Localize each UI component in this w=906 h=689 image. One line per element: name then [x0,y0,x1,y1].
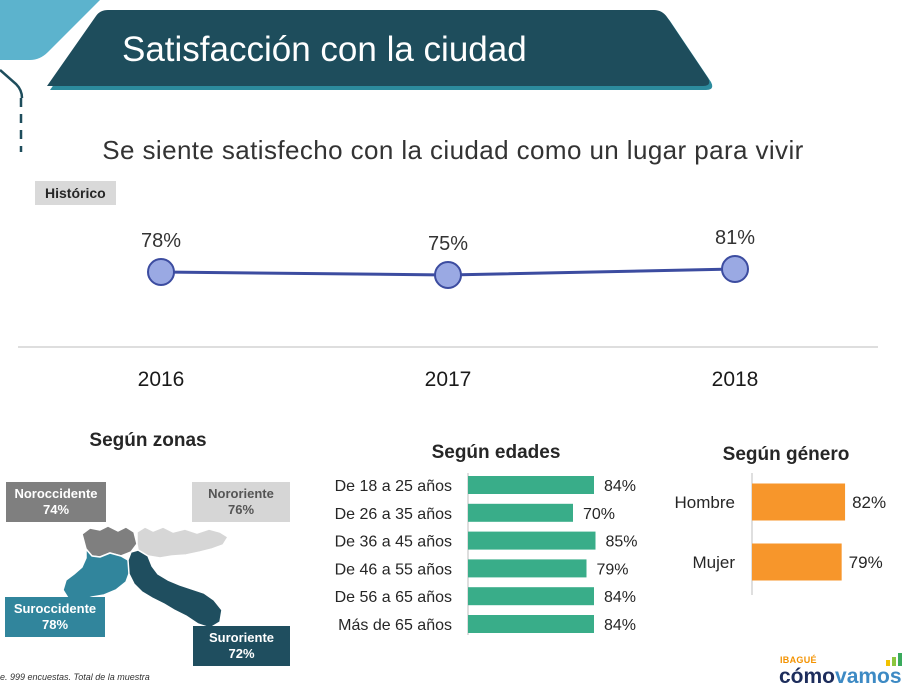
zones-chart-title: Según zonas [89,430,207,451]
x-tick-label: 2016 [138,368,185,391]
data-point [434,261,462,289]
data-label: 78% [141,230,181,252]
category-label: Mujer [692,553,735,572]
x-tick-label: 2018 [712,368,759,391]
data-point [147,258,175,286]
category-label: Hombre [675,493,735,512]
category-label: De 36 a 45 años [335,534,452,551]
zone-label-suroriente: Suroriente 72% [193,626,290,666]
logo-bar [898,653,902,666]
logo-bars-icon [886,653,902,666]
bar [468,531,596,550]
category-label: De 18 a 25 años [335,478,452,495]
map-region-suroccidente [62,548,131,602]
zone-value: 72% [228,646,255,661]
data-label: 81% [715,227,755,249]
x-tick-label: 2017 [425,368,472,391]
corner-diamond-shape [0,0,100,60]
category-label: De 26 a 35 años [335,506,452,523]
chart-question: Se siente satisfecho con la ciudad como … [102,135,804,165]
bar-value-label: 84% [604,589,636,606]
zone-name: Nororiente [208,486,274,501]
zone-name: Suroriente [208,630,274,645]
zone-label-suroccidente: Suroccidente 78% [5,597,105,637]
bar [468,615,594,633]
bar [468,559,587,578]
bar [468,587,594,606]
logo-city-text: IBAGUÉ [780,655,817,665]
banner-shape [47,10,710,86]
page-title: Satisfacción con la ciudad [122,30,527,69]
ages-chart-title: Según edades [431,442,561,463]
corner-outline-curve [0,69,24,99]
source-note: e. 999 encuestas. Total de la muestra [0,672,150,682]
bar-value-label: 79% [849,553,883,572]
ages-bar-chart: De 18 a 25 años 84% De 26 a 35 años 70% De 3… [335,473,638,635]
corner-decoration [0,0,100,152]
zone-label-noroccidente: Noroccidente 74% [6,482,106,522]
zones-map [62,525,229,629]
bar-value-label: 84% [604,617,636,634]
gender-bar-chart: Hombre 82% Mujer 79% [675,473,886,595]
zone-name: Noroccidente [14,486,98,501]
zone-label-nororiente: Nororiente 76% [192,482,290,522]
category-label: Más de 65 años [338,617,452,634]
zone-value: 76% [227,502,255,517]
bar [752,483,846,521]
zone-value: 78% [41,617,69,632]
bar-value-label: 70% [583,506,615,523]
gender-chart-title: Según género [722,444,850,465]
bar [468,476,594,494]
bar [752,543,842,581]
map-region-noroccidente [81,525,138,558]
historico-label: Histórico [35,181,116,205]
map-region-suroriente [127,549,223,629]
data-label: 75% [428,233,468,255]
historical-line-chart: 78% 2016 75% 2017 81% 2018 [18,227,878,391]
logo-bar [886,660,890,666]
bar-value-label: 79% [597,561,629,578]
bar [468,503,573,522]
zone-name: Suroccidente [13,601,97,616]
logo-wordmark: cómovamos [779,666,902,688]
map-region-nororiente [136,526,229,559]
bar-value-label: 84% [604,478,636,495]
category-label: De 56 a 65 años [335,589,452,606]
logo-word-como: cómo [779,665,836,688]
bar-value-label: 82% [852,493,886,512]
bar-value-label: 85% [606,534,638,551]
data-point [721,255,749,283]
logo-word-vamos: vamos [835,665,902,688]
category-label: De 46 a 55 años [335,561,452,578]
title-banner [47,10,713,90]
zone-value: 74% [42,502,70,517]
logo-bar [892,657,896,666]
